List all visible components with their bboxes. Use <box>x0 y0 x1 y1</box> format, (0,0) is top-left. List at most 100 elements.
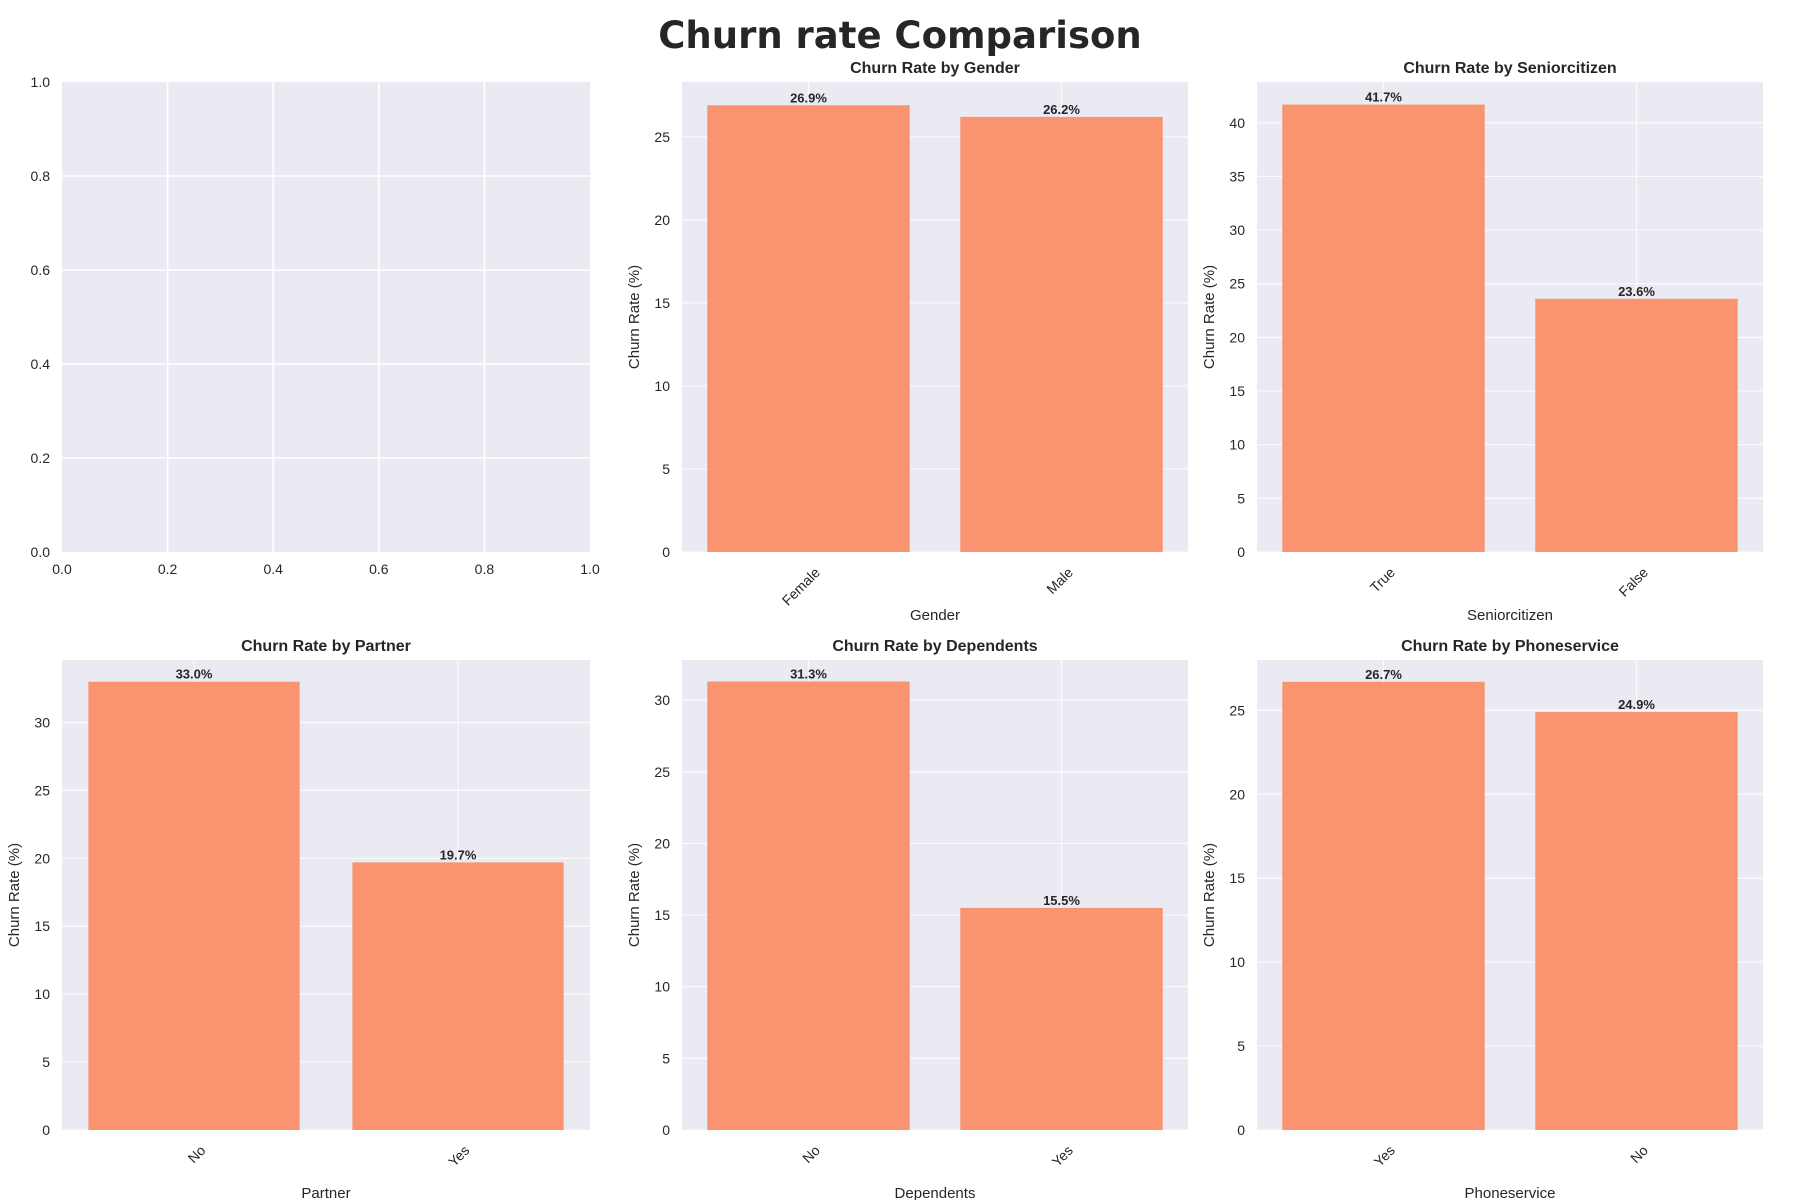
y-tick-label: 20 <box>1229 329 1245 345</box>
bar-male <box>960 116 1163 552</box>
y-tick-label: 0.4 <box>31 356 51 372</box>
x-tick-label: True <box>1367 564 1398 595</box>
y-tick-label: 20 <box>654 835 670 851</box>
bar-value-label: 19.7% <box>440 847 477 862</box>
bar-value-label: 31.3% <box>790 666 827 681</box>
x-tick-label: Male <box>1043 564 1076 597</box>
bar-value-label: 15.5% <box>1043 893 1080 908</box>
y-tick-label: 15 <box>1229 870 1245 886</box>
y-tick-label: 5 <box>42 1054 50 1070</box>
y-tick-label: 20 <box>1229 786 1245 802</box>
bar-true <box>1282 104 1485 553</box>
y-tick-label: 25 <box>654 129 670 145</box>
y-tick-label: 30 <box>1229 222 1245 238</box>
bar-yes <box>1282 681 1485 1130</box>
bar-no <box>88 681 300 1130</box>
bar-value-label: 26.9% <box>790 90 827 105</box>
y-tick-label: 25 <box>34 782 50 798</box>
bar-no <box>707 681 910 1130</box>
y-tick-label: 35 <box>1229 168 1245 184</box>
bar-value-label: 23.6% <box>1618 284 1655 299</box>
figure-title: Churn rate Comparison <box>658 14 1142 57</box>
y-tick-label: 0.6 <box>31 262 51 278</box>
x-tick-label: Yes <box>445 1142 472 1169</box>
y-tick-label: 5 <box>1237 490 1245 506</box>
bar-value-label: 26.2% <box>1043 102 1080 117</box>
y-tick-label: 25 <box>654 764 670 780</box>
y-tick-label: 10 <box>654 378 670 394</box>
x-axis-label: Phoneservice <box>1465 1185 1556 1200</box>
bar-no <box>1535 712 1738 1130</box>
subplot-5: 31.3% 15.5% 0 5 10 15 20 25 30 No Yes Churn Rate by… <box>626 638 1188 1200</box>
y-tick-label: 30 <box>34 714 50 730</box>
y-axis-label: Churn Rate (%) <box>1201 843 1218 947</box>
y-tick-label: 0 <box>42 1122 50 1138</box>
y-tick-label: 5 <box>1237 1038 1245 1054</box>
bar-value-label: 26.7% <box>1365 667 1402 682</box>
y-tick-label: 0 <box>1237 1122 1245 1138</box>
y-tick-label: 10 <box>34 986 50 1002</box>
y-tick-label: 5 <box>662 461 670 477</box>
y-tick-label: 10 <box>654 979 670 995</box>
subplot-title: Churn Rate by Seniorcitizen <box>1403 60 1616 77</box>
bar-value-label: 41.7% <box>1365 90 1402 105</box>
x-axis-label: Seniorcitizen <box>1467 607 1553 624</box>
y-tick-label: 0.0 <box>31 544 51 560</box>
subplot-1: 0.0 0.2 0.4 0.6 0.8 1.0 0.0 0.2 0.4 0.6 0.8 1.0 <box>31 74 600 577</box>
plot-background <box>62 82 590 552</box>
subplot-title: Churn Rate by Phoneservice <box>1401 638 1619 655</box>
y-tick-label: 30 <box>654 692 670 708</box>
y-tick-label: 10 <box>1229 954 1245 970</box>
y-tick-label: 10 <box>1229 437 1245 453</box>
x-axis-label: Dependents <box>895 1185 976 1200</box>
x-tick-label: Female <box>779 564 823 608</box>
x-tick-label: 0.4 <box>263 561 283 577</box>
y-axis-label: Churn Rate (%) <box>626 265 643 369</box>
x-tick-label: Yes <box>1049 1142 1076 1169</box>
x-tick-label: False <box>1615 564 1651 600</box>
x-tick-label: 0.0 <box>52 561 72 577</box>
subplot-title: Churn Rate by Partner <box>241 638 411 655</box>
subplot-2: 26.9% 26.2% 0 5 10 15 20 25 Female Male Churn Rate… <box>626 60 1188 624</box>
subplot-3: 41.7% 23.6% 0 5 10 15 20 25 30 35 40 True False Churn… <box>1201 60 1763 624</box>
y-tick-label: 1.0 <box>31 74 51 90</box>
subplot-4: 33.0% 19.7% 0 5 10 15 20 25 30 No Yes Churn Rate by… <box>6 638 590 1200</box>
y-tick-label: 0 <box>662 1122 670 1138</box>
y-tick-label: 0.8 <box>31 168 51 184</box>
bar-yes <box>352 862 564 1130</box>
x-axis-label: Gender <box>910 607 960 624</box>
y-tick-label: 15 <box>1229 383 1245 399</box>
y-tick-label: 0 <box>1237 544 1245 560</box>
y-axis-label: Churn Rate (%) <box>1201 265 1218 369</box>
bar-yes <box>960 907 1163 1130</box>
y-tick-label: 5 <box>662 1050 670 1066</box>
y-axis-label: Churn Rate (%) <box>6 843 23 947</box>
bar-value-label: 33.0% <box>176 667 213 682</box>
x-tick-label: No <box>799 1142 823 1166</box>
y-tick-label: 20 <box>654 212 670 228</box>
y-tick-label: 0 <box>662 544 670 560</box>
x-tick-label: 1.0 <box>580 561 600 577</box>
x-tick-label: No <box>1627 1142 1651 1166</box>
x-tick-label: 0.2 <box>158 561 178 577</box>
subplot-6: 26.7% 24.9% 0 5 10 15 20 25 Yes No Churn Rate by P… <box>1201 638 1763 1200</box>
bar-false <box>1535 298 1738 552</box>
x-tick-label: 0.6 <box>369 561 389 577</box>
x-tick-label: Yes <box>1371 1142 1398 1169</box>
y-tick-label: 20 <box>34 850 50 866</box>
y-tick-label: 15 <box>34 918 50 934</box>
subplot-title: Churn Rate by Gender <box>850 60 1020 77</box>
y-tick-label: 15 <box>654 295 670 311</box>
y-tick-label: 40 <box>1229 115 1245 131</box>
y-tick-label: 25 <box>1229 276 1245 292</box>
x-tick-label: No <box>185 1142 209 1166</box>
y-axis-label: Churn Rate (%) <box>626 843 643 947</box>
y-tick-label: 15 <box>654 907 670 923</box>
y-tick-label: 25 <box>1229 702 1245 718</box>
bar-female <box>707 105 910 552</box>
subplot-title: Churn Rate by Dependents <box>832 638 1037 655</box>
bar-value-label: 24.9% <box>1618 697 1655 712</box>
x-axis-label: Partner <box>301 1185 350 1200</box>
